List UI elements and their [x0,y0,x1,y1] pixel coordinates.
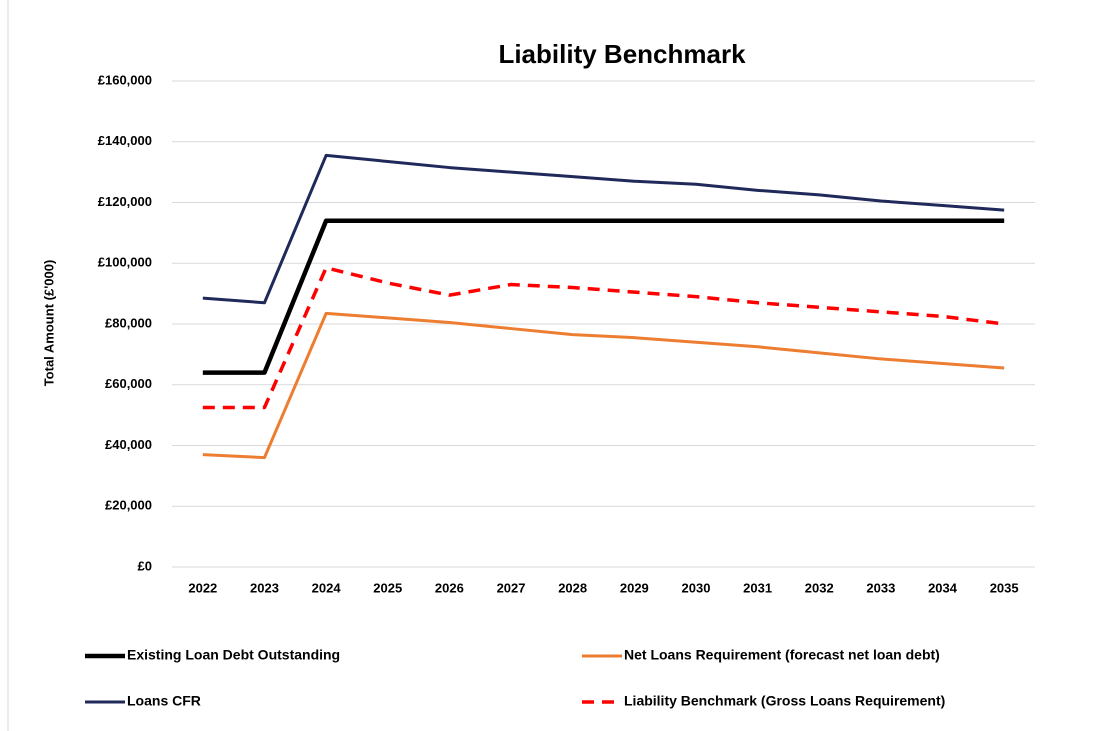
x-tick-label: 2024 [312,580,342,595]
y-tick-label: £60,000 [105,376,152,391]
x-tick-label: 2028 [558,580,587,595]
x-tick-label: 2031 [743,580,772,595]
y-tick-label: £0 [138,558,152,573]
x-tick-label: 2025 [373,580,402,595]
series-line [202,266,1005,410]
x-tick-label: 2027 [497,580,526,595]
chart-title: Liability Benchmark [498,39,746,69]
legend-label: Net Loans Requirement (forecast net loan… [624,647,940,663]
y-tick-label: £20,000 [105,498,152,513]
x-tick-label: 2026 [435,580,464,595]
legend-label: Existing Loan Debt Outstanding [127,647,340,663]
x-tick-label: 2029 [620,580,649,595]
y-tick-label: £100,000 [98,255,152,270]
legend-label: Liability Benchmark (Gross Loans Require… [624,693,945,709]
x-tick-label: 2034 [928,580,958,595]
y-tick-label: £140,000 [98,133,152,148]
y-tick-label: £40,000 [105,437,152,452]
x-tick-label: 2022 [188,580,217,595]
series-line [202,311,1005,460]
x-tick-label: 2032 [805,580,834,595]
y-tick-label: £160,000 [98,72,152,87]
y-axis-label: Total Amount (£'000) [41,260,56,387]
x-tick-label: 2035 [990,580,1019,595]
x-tick-label: 2023 [250,580,279,595]
y-tick-label: £120,000 [98,194,152,209]
x-tick-label: 2030 [682,580,711,595]
y-tick-label: £80,000 [105,315,152,330]
series-line [202,218,1005,375]
x-tick-label: 2033 [866,580,895,595]
legend-label: Loans CFR [127,693,201,709]
series-line [202,153,1005,305]
